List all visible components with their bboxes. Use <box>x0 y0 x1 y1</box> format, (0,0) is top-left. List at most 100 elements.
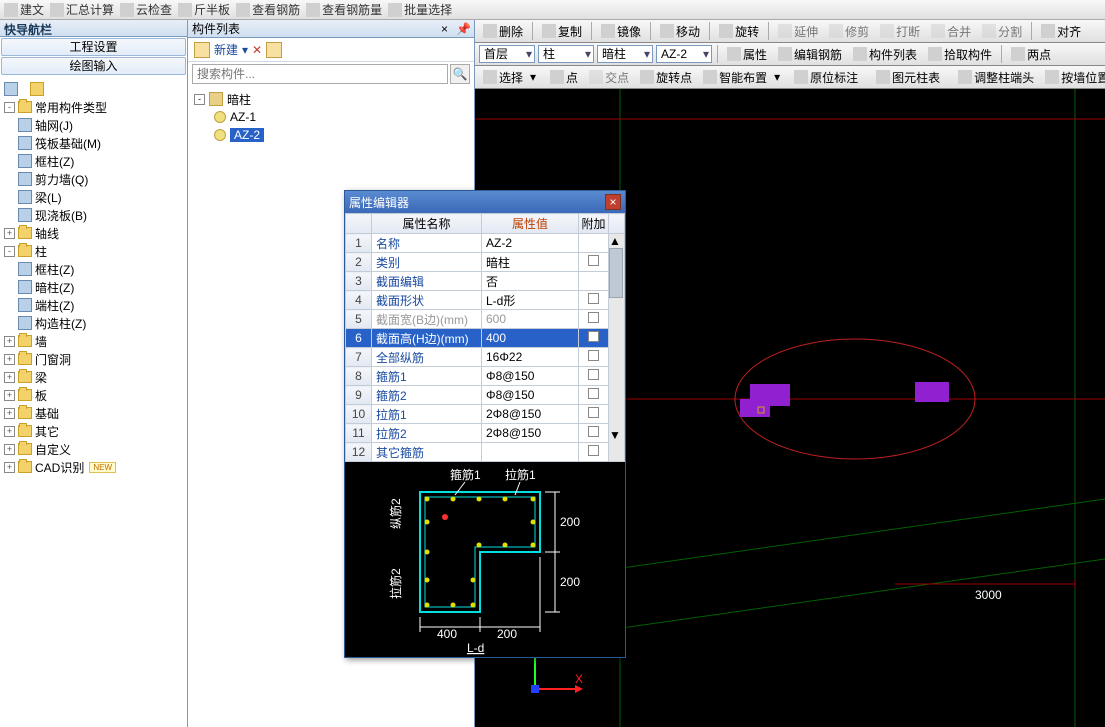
cross-point-button[interactable]: 交点 <box>585 68 633 87</box>
draw-by-wall-button[interactable]: 按墙位置绘制 <box>1041 68 1105 87</box>
trim-button[interactable]: 修剪 <box>825 22 873 41</box>
tree-folder[interactable]: +其它 <box>2 422 185 440</box>
rotate-button[interactable]: 旋转 <box>715 22 763 41</box>
align-button[interactable]: 对齐 <box>1037 22 1085 41</box>
table-row[interactable]: 3截面编辑否 <box>346 272 625 291</box>
tree-folder[interactable]: +梁 <box>2 368 185 386</box>
delete-icon[interactable]: ✕ <box>252 43 262 57</box>
tree-item[interactable]: 框柱(Z) <box>2 152 185 170</box>
tree-item[interactable]: 端柱(Z) <box>2 296 185 314</box>
col-name[interactable]: 属性名称 <box>372 214 482 234</box>
pick-component-button[interactable]: 拾取构件 <box>924 45 996 64</box>
scroll-down[interactable]: ▼ <box>609 428 624 442</box>
component-list-button[interactable]: 构件列表 <box>849 45 921 64</box>
subtype-combo[interactable]: 暗柱 <box>597 45 653 63</box>
toolbar-btn[interactable]: 批量选择 <box>388 1 452 18</box>
tree-item[interactable]: 轴网(J) <box>2 116 185 134</box>
expand-icon[interactable]: + <box>4 408 15 419</box>
copy-button[interactable]: 复制 <box>538 22 586 41</box>
expand-icon[interactable]: + <box>4 426 15 437</box>
table-row[interactable]: 10拉筋12Φ8@150 <box>346 405 625 424</box>
tree-item[interactable]: 筏板基础(M) <box>2 134 185 152</box>
toolbar-btn[interactable]: 云检查 <box>120 1 172 18</box>
section-project-settings[interactable]: 工程设置 <box>1 38 186 56</box>
table-row[interactable]: 4截面形状L-d形 <box>346 291 625 310</box>
two-point-button[interactable]: 两点 <box>1007 45 1055 64</box>
ctree-item[interactable]: AZ-1 <box>194 108 468 126</box>
scroll-up[interactable]: ▲ <box>609 234 624 248</box>
extend-button[interactable]: 延伸 <box>774 22 822 41</box>
table-row[interactable]: 11拉筋22Φ8@150 <box>346 424 625 443</box>
tree-item[interactable]: 现浇板(B) <box>2 206 185 224</box>
tree-item[interactable]: 梁(L) <box>2 188 185 206</box>
split-button[interactable]: 分割 <box>978 22 1026 41</box>
inplace-label-button[interactable]: 原位标注 <box>790 68 862 87</box>
checkbox[interactable] <box>588 369 599 380</box>
toolbar-btn[interactable]: 建文 <box>4 1 44 18</box>
tree-folder[interactable]: +板 <box>2 386 185 404</box>
tree-folder[interactable]: +基础 <box>2 404 185 422</box>
component-combo[interactable]: AZ-2 <box>656 45 712 63</box>
expand-icon[interactable]: + <box>4 390 15 401</box>
tree-node-common[interactable]: -常用构件类型 <box>2 98 185 116</box>
table-row[interactable]: 2类别暗柱 <box>346 253 625 272</box>
checkbox[interactable] <box>588 388 599 399</box>
section-draw-input[interactable]: 绘图输入 <box>1 57 186 75</box>
break-button[interactable]: 打断 <box>876 22 924 41</box>
floor-combo[interactable]: 首层 <box>479 45 535 63</box>
point-button[interactable]: 点 <box>546 68 582 87</box>
table-row[interactable]: 12其它箍筋 <box>346 443 625 462</box>
smart-layout-button[interactable]: 智能布置 <box>699 68 771 87</box>
close-icon[interactable]: × <box>605 194 621 210</box>
search-input[interactable] <box>192 64 448 84</box>
table-row[interactable]: 1名称AZ-2▲▼ <box>346 234 625 253</box>
tree-item[interactable]: 暗柱(Z) <box>2 278 185 296</box>
expand-icon[interactable]: - <box>4 102 15 113</box>
merge-button[interactable]: 合并 <box>927 22 975 41</box>
close-icon[interactable]: × <box>437 22 452 36</box>
property-button[interactable]: 属性 <box>723 45 771 64</box>
element-table-button[interactable]: 图元柱表 <box>872 68 944 87</box>
expand-icon[interactable]: + <box>4 228 15 239</box>
tree-folder[interactable]: +墙 <box>2 332 185 350</box>
ctree-item-selected[interactable]: AZ-2 <box>194 126 468 144</box>
table-row[interactable]: 5截面宽(B边)(mm)600 <box>346 310 625 329</box>
tree-item[interactable]: 剪力墙(Q) <box>2 170 185 188</box>
expand-icon[interactable]: + <box>4 354 15 365</box>
table-row[interactable]: 9箍筋2Φ8@150 <box>346 386 625 405</box>
checkbox[interactable] <box>588 426 599 437</box>
checkbox[interactable] <box>588 407 599 418</box>
tree-item[interactable]: 构造柱(Z) <box>2 314 185 332</box>
new-button[interactable]: 新建 <box>214 41 238 58</box>
checkbox[interactable] <box>588 255 599 266</box>
tree-item[interactable]: 框柱(Z) <box>2 260 185 278</box>
tree-folder[interactable]: +自定义 <box>2 440 185 458</box>
rotate-point-button[interactable]: 旋转点 <box>636 68 696 87</box>
tree-folder-cad[interactable]: +CAD识别NEW <box>2 458 185 476</box>
expand-icon[interactable]: + <box>4 372 15 383</box>
select-button[interactable]: 选择 <box>479 68 527 87</box>
checkbox[interactable] <box>588 293 599 304</box>
toolbar-btn[interactable]: 查看钢筋 <box>236 1 300 18</box>
tree-icon[interactable] <box>4 82 18 96</box>
pin-icon[interactable]: 📌 <box>456 22 470 36</box>
expand-icon[interactable]: - <box>194 94 205 105</box>
expand-icon[interactable]: + <box>4 444 15 455</box>
move-button[interactable]: 移动 <box>656 22 704 41</box>
tree-icon[interactable] <box>30 82 44 96</box>
dialog-titlebar[interactable]: 属性编辑器 × <box>345 191 625 213</box>
toolbar-btn[interactable]: 查看钢筋量 <box>306 1 382 18</box>
checkbox[interactable] <box>588 445 599 456</box>
edit-rebar-button[interactable]: 编辑钢筋 <box>774 45 846 64</box>
checkbox[interactable] <box>588 331 599 342</box>
mirror-button[interactable]: 镜像 <box>597 22 645 41</box>
tree-folder[interactable]: -柱 <box>2 242 185 260</box>
scroll-thumb[interactable] <box>609 248 623 298</box>
expand-icon[interactable]: + <box>4 336 15 347</box>
col-add[interactable]: 附加 <box>579 214 609 234</box>
table-row[interactable]: 7全部纵筋16Φ22 <box>346 348 625 367</box>
table-row-selected[interactable]: 6截面高(H边)(mm)400 <box>346 329 625 348</box>
ctree-root[interactable]: -暗柱 <box>194 90 468 108</box>
toolbar-btn[interactable]: 斤半板 <box>178 1 230 18</box>
expand-icon[interactable]: - <box>4 246 15 257</box>
